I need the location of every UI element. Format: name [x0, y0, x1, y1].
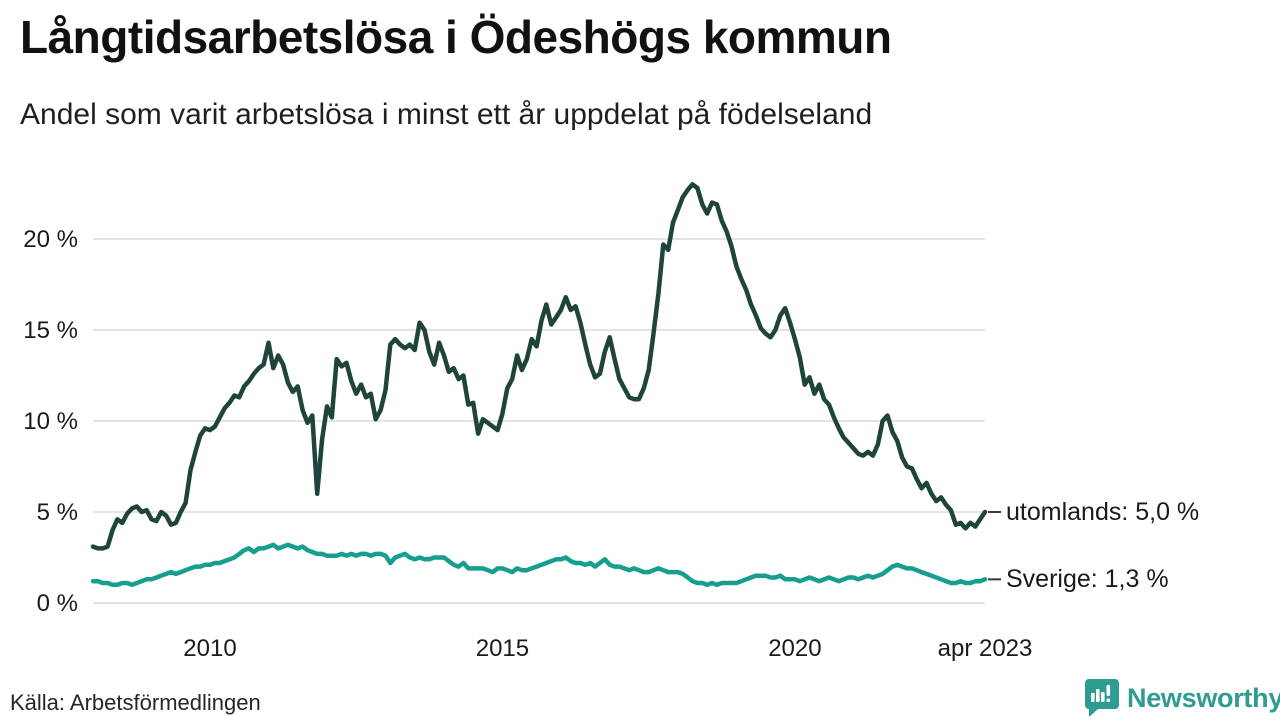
- x-tick-label: apr 2023: [938, 635, 1033, 662]
- newsworthy-bubble-chart-icon: [1085, 679, 1119, 717]
- series-line-utomlands: [90, 182, 988, 551]
- chart-subtitle: Andel som varit arbetslösa i minst ett å…: [20, 98, 873, 131]
- chart-title: Långtidsarbetslösa i Ödeshögs kommun: [20, 11, 892, 63]
- y-tick-label: 20 %: [23, 226, 78, 253]
- x-tick-label: 2020: [768, 635, 821, 662]
- newsworthy-wordmark: Newsworthy: [1127, 683, 1280, 713]
- x-tick-label: 2010: [183, 635, 236, 662]
- series-line-sverige: [90, 542, 988, 588]
- y-tick-label: 5 %: [37, 499, 78, 526]
- series-label-utomlands: utomlands: 5,0 %: [1006, 498, 1200, 526]
- y-tick-label: 15 %: [23, 317, 78, 344]
- source-note: Källa: Arbetsförmedlingen: [10, 690, 261, 715]
- y-tick-label: 10 %: [23, 408, 78, 435]
- series-label-sverige: Sverige: 1,3 %: [1006, 565, 1169, 594]
- newsworthy-logo: Newsworthy: [1084, 678, 1280, 718]
- x-tick-label: 2015: [476, 635, 529, 662]
- y-tick-label: 0 %: [37, 590, 78, 617]
